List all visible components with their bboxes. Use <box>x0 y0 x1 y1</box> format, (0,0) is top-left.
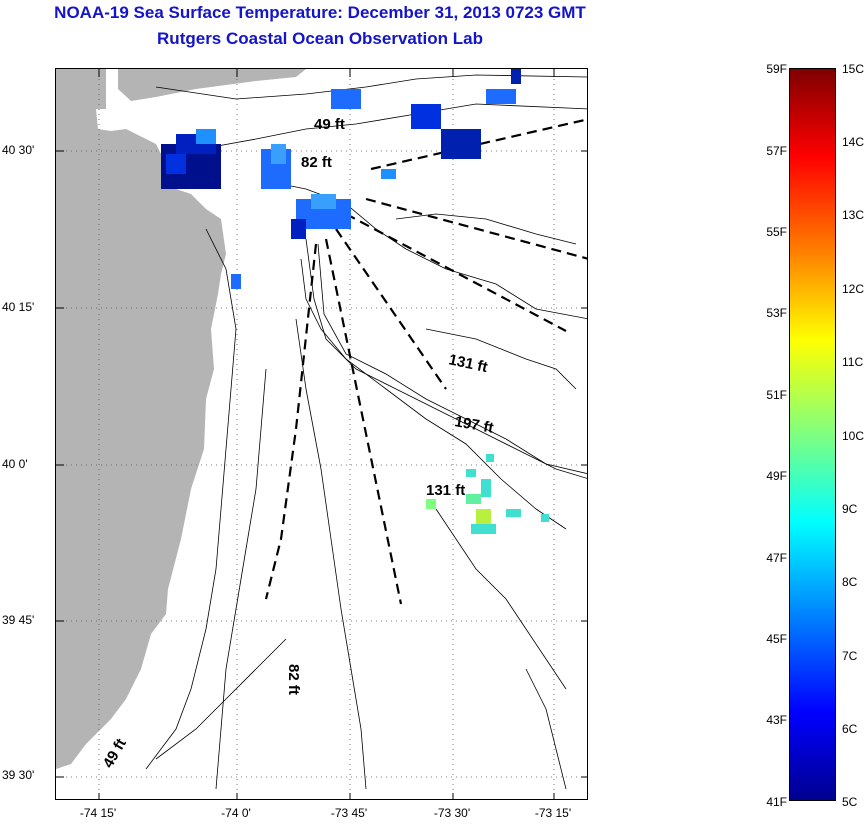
colorbar-f-label: 57F <box>766 144 787 158</box>
depth-label: 82 ft <box>285 664 302 695</box>
map-gridlines <box>56 69 587 799</box>
depth-label: 131 ft <box>426 482 465 499</box>
lon-label: -73 30' <box>433 806 471 820</box>
sst-map-panel: 49 ft 82 ft 131 ft 197 ft 131 ft 82 ft 4… <box>55 68 588 800</box>
colorbar-c-label: 13C <box>842 208 864 222</box>
map-canvas: 49 ft 82 ft 131 ft 197 ft 131 ft 82 ft 4… <box>56 69 587 799</box>
lon-label: -73 15' <box>534 806 572 820</box>
colorbar-c-label: 8C <box>842 575 858 589</box>
depth-label: 131 ft <box>447 351 489 376</box>
colorbar-c-label: 10C <box>842 429 864 443</box>
lon-label: -73 45' <box>330 806 368 820</box>
colorbar-c-label: 12C <box>842 282 864 296</box>
colorbar-f-label: 45F <box>766 632 787 646</box>
land-north <box>118 69 306 101</box>
lon-label: -74 0' <box>221 806 251 820</box>
depth-label: 197 ft <box>453 413 495 437</box>
colorbar-f-label: 47F <box>766 551 787 565</box>
map-ticks <box>56 69 587 799</box>
lat-label: 40 30' <box>2 143 35 157</box>
colorbar-c-label: 15C <box>842 62 864 76</box>
figure-subtitle: Rutgers Coastal Ocean Observation Lab <box>157 29 483 48</box>
lat-label: 40 15' <box>2 300 35 314</box>
colorbar-c-label: 7C <box>842 649 858 663</box>
land-new-jersey <box>56 69 226 769</box>
lat-label: 39 45' <box>2 613 35 627</box>
colorbar-f-label: 59F <box>766 62 787 76</box>
colorbar-f-label: 55F <box>766 225 787 239</box>
lat-label: 39 30' <box>2 768 35 782</box>
dashed-track-lines <box>264 118 587 605</box>
sst-pixels <box>161 69 549 534</box>
figure-title: NOAA-19 Sea Surface Temperature: Decembe… <box>54 3 586 22</box>
colorbar-f-label: 41F <box>766 795 787 809</box>
depth-label: 82 ft <box>301 154 332 171</box>
lat-label: 40 0' <box>2 457 28 471</box>
colorbar-c-label: 11C <box>842 355 864 369</box>
colorbar-c-label: 6C <box>842 722 858 736</box>
depth-contours <box>145 74 587 790</box>
lon-label: -74 15' <box>79 806 117 820</box>
colorbar-c-label: 5C <box>842 795 858 809</box>
depth-label: 49 ft <box>100 736 130 771</box>
colorbar-f-label: 53F <box>766 306 787 320</box>
depth-label: 49 ft <box>314 116 345 133</box>
colorbar-f-label: 49F <box>766 469 787 483</box>
colorbar-c-label: 9C <box>842 502 858 516</box>
colorbar-f-label: 51F <box>766 388 787 402</box>
temperature-colorbar <box>789 68 836 801</box>
colorbar-f-label: 43F <box>766 713 787 727</box>
colorbar-c-label: 14C <box>842 135 864 149</box>
